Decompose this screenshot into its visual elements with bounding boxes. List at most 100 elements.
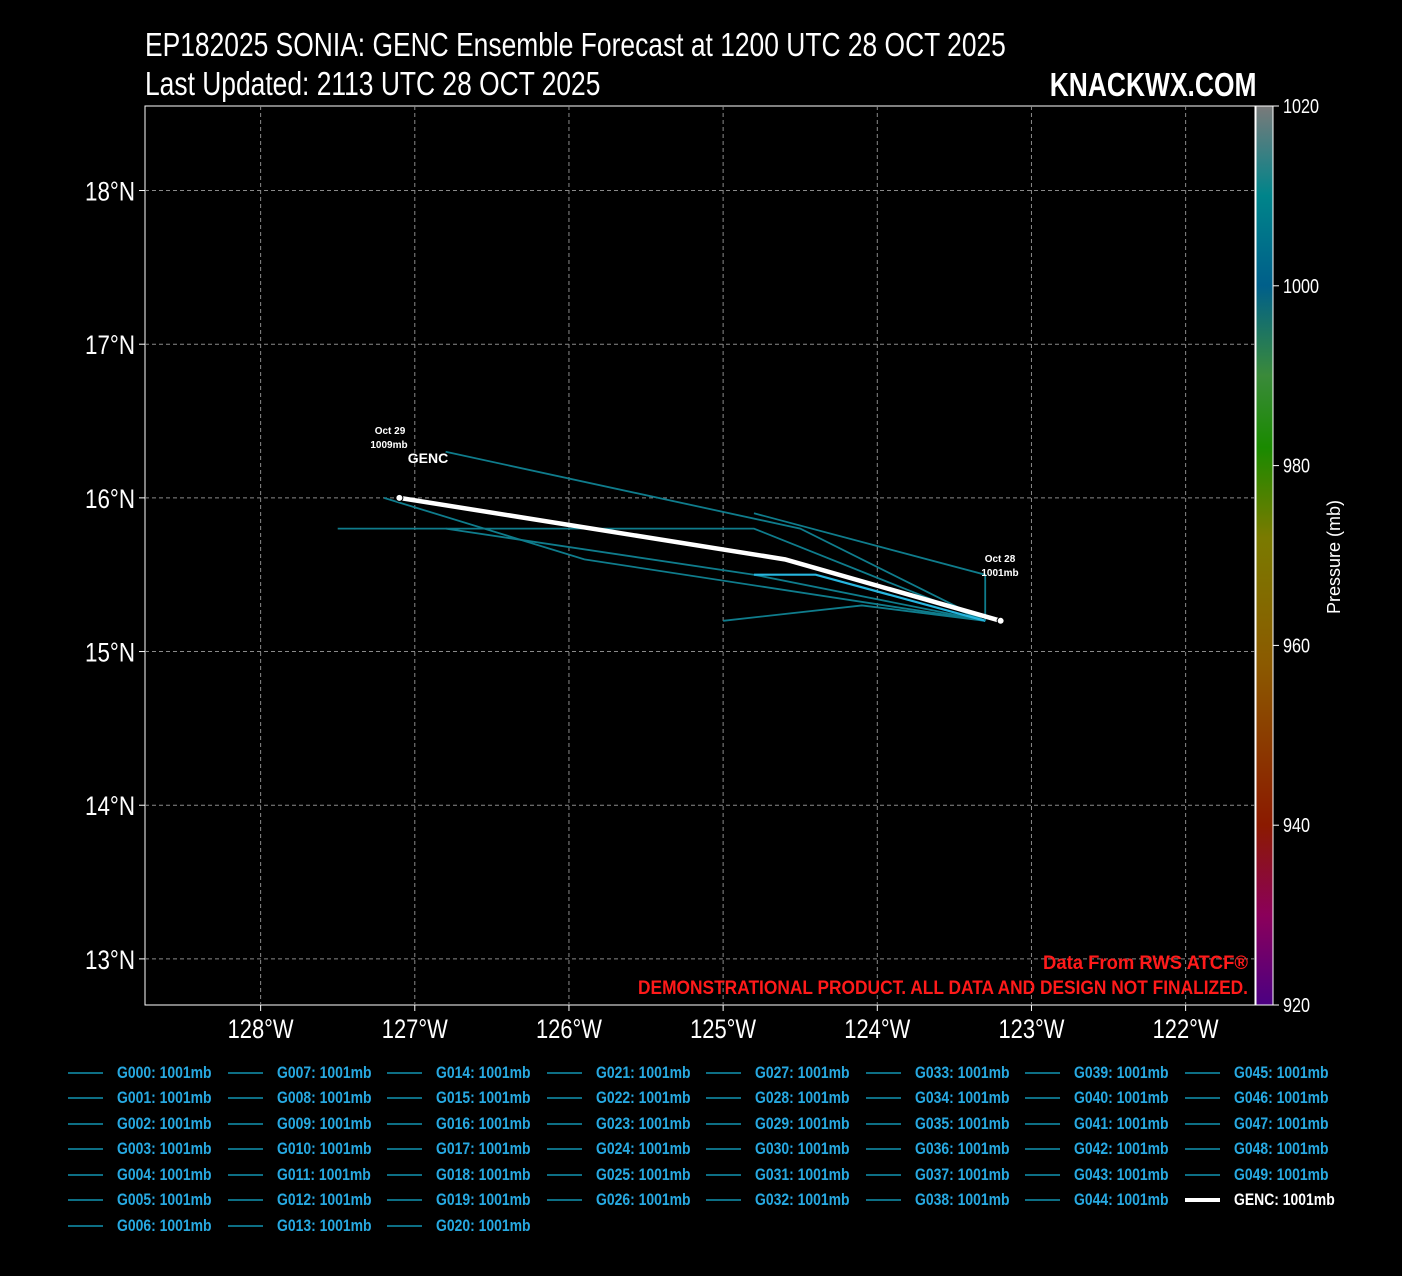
genc-track-point (996, 616, 1005, 625)
legend-label: G027: 1001mb (755, 1062, 850, 1082)
colorbar-gradient (1255, 105, 1274, 1006)
legend-item: G030: 1001mb (706, 1137, 870, 1162)
legend-item: G047: 1001mb (1184, 1111, 1349, 1136)
disclaimer-text: DEMONSTRATIONAL PRODUCT. ALL DATA AND DE… (638, 978, 1248, 999)
legend-swatch (227, 1224, 263, 1227)
legend-item: G018: 1001mb (387, 1162, 551, 1187)
legend-label: G021: 1001mb (595, 1062, 691, 1082)
legend-label: G045: 1001mb (1233, 1062, 1329, 1082)
data-credit: Data From RWS ATCF® (1043, 953, 1248, 974)
legend-label: G046: 1001mb (1233, 1088, 1329, 1107)
genc-track (395, 493, 1005, 625)
legend-label: G013: 1001mb (276, 1215, 372, 1235)
legend-label: G002: 1001mb (117, 1113, 212, 1133)
member-track-line (723, 604, 986, 622)
legend-item: G009: 1001mb (227, 1111, 392, 1136)
legend-item: G045: 1001mb (1184, 1060, 1349, 1085)
legend-item: G000: 1001mb (68, 1060, 232, 1085)
legend-label: G016: 1001mb (436, 1113, 531, 1133)
legend-swatch (706, 1097, 741, 1099)
legend-swatch (546, 1071, 582, 1074)
member-track-line (337, 527, 986, 622)
legend-swatch (706, 1173, 741, 1176)
legend-swatch (1184, 1148, 1220, 1150)
legend-item: G011: 1001mb (227, 1162, 391, 1187)
legend-swatch (68, 1097, 103, 1099)
legend-swatch (227, 1122, 263, 1125)
legend-item: G031: 1001mb (706, 1162, 870, 1187)
legend-label: G025: 1001mb (595, 1164, 691, 1184)
legend-item: G025: 1001mb (546, 1162, 711, 1187)
legend-swatch (387, 1122, 422, 1125)
legend-swatch (68, 1122, 103, 1125)
end-pressure-label: 1009mb (370, 440, 407, 451)
legend-swatch (68, 1199, 103, 1201)
pressure-colorbar: 920 940 960 980 1000 1020 Pressure (mb) (1255, 96, 1344, 1017)
legend-swatch (865, 1148, 901, 1150)
legend-swatch (1184, 1173, 1220, 1176)
legend-label: G009: 1001mb (276, 1113, 372, 1133)
colorbar-tick-label: 940 (1283, 815, 1310, 837)
legend-item: G010: 1001mb (227, 1137, 392, 1162)
map-chart: 13°N 14°N 15°N 16°N 17°N 18°N 128°W 127°W 126°W… (85, 96, 1344, 1044)
legend-label: G029: 1001mb (755, 1113, 850, 1133)
legend-label: G049: 1001mb (1233, 1164, 1329, 1184)
legend-label: G028: 1001mb (755, 1088, 850, 1107)
legend-label: G037: 1001mb (914, 1164, 1010, 1184)
legend-item: G015: 1001mb (387, 1086, 551, 1111)
legend-item: G003: 1001mb (68, 1137, 232, 1162)
legend-item: G002: 1001mb (68, 1111, 232, 1136)
lon-tick-label: 128°W (228, 1014, 294, 1044)
legend-item: G037: 1001mb (865, 1162, 1030, 1187)
legend-item: G046: 1001mb (1184, 1086, 1349, 1111)
lat-tick-label: 17°N (85, 330, 135, 360)
legend-item: G021: 1001mb (546, 1060, 711, 1085)
legend-swatch (546, 1097, 582, 1099)
legend-item: G044: 1001mb (1025, 1188, 1189, 1213)
legend-label: G044: 1001mb (1074, 1190, 1169, 1209)
legend-label: G014: 1001mb (436, 1062, 531, 1082)
legend-item: G039: 1001mb (1025, 1060, 1189, 1085)
lat-tick-label: 14°N (85, 791, 135, 821)
legend-label: G036: 1001mb (914, 1139, 1010, 1158)
legend-label: G048: 1001mb (1233, 1139, 1329, 1158)
legend-item: G034: 1001mb (865, 1086, 1030, 1111)
legend-swatch (227, 1173, 263, 1176)
legend-swatch (865, 1122, 901, 1125)
legend-swatch (227, 1148, 263, 1150)
legend-label: G000: 1001mb (117, 1062, 212, 1082)
legend-item: G008: 1001mb (227, 1086, 392, 1111)
legend-label: G022: 1001mb (595, 1088, 691, 1107)
legend-swatch (387, 1097, 422, 1099)
lon-tick-label: 125°W (690, 1014, 756, 1044)
legend-label: G003: 1001mb (117, 1139, 212, 1158)
chart-title: EP182025 SONIA: GENC Ensemble Forecast a… (145, 26, 1006, 63)
legend-item: G017: 1001mb (387, 1137, 551, 1162)
legend-item: G020: 1001mb (387, 1213, 551, 1238)
legend-label: G023: 1001mb (595, 1113, 691, 1133)
legend-swatch (68, 1071, 103, 1074)
start-date-label: Oct 28 (985, 554, 1016, 565)
legend-item: G048: 1001mb (1184, 1137, 1349, 1162)
legend-item: G026: 1001mb (546, 1188, 711, 1213)
legend-swatch (1025, 1097, 1060, 1099)
lat-tick-label: 13°N (85, 945, 135, 975)
legend-label: G038: 1001mb (914, 1190, 1010, 1209)
legend-item: G004: 1001mb (68, 1162, 232, 1187)
legend-swatch (68, 1173, 103, 1176)
member-track-line (753, 512, 987, 621)
genc-track-label: GENC (408, 450, 448, 466)
legend-label: G018: 1001mb (436, 1164, 531, 1184)
track-annotations: Oct 28 1001mb Oct 29 1009mb GENC (370, 426, 1018, 579)
legend-label: GENC: 1001mb (1233, 1190, 1335, 1209)
lon-tick-label: 126°W (536, 1014, 602, 1044)
legend-label: G024: 1001mb (595, 1139, 691, 1158)
legend-item: G049: 1001mb (1184, 1162, 1349, 1187)
legend-swatch (387, 1224, 422, 1227)
legend-label: G011: 1001mb (276, 1164, 371, 1184)
member-track-line (445, 450, 986, 622)
end-date-label: Oct 29 (375, 426, 406, 437)
legend-label: G019: 1001mb (436, 1190, 531, 1209)
legend-item: G035: 1001mb (865, 1111, 1030, 1136)
plot-area (144, 105, 1256, 1006)
